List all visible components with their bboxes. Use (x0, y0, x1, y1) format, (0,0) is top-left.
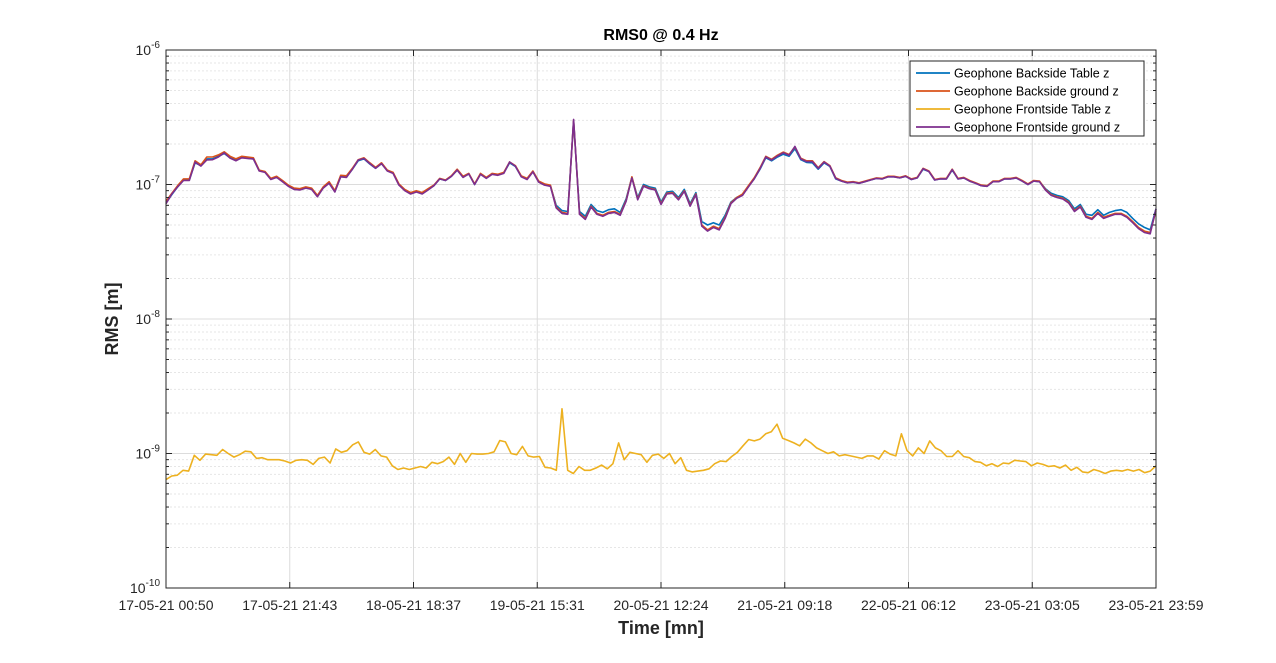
y-axis-title: RMS [m] (102, 283, 122, 356)
legend: Geophone Backside Table z Geophone Backsi… (909, 60, 1145, 137)
legend-label: Geophone Frontside Table z (954, 103, 1111, 117)
x-axis-title: Time [mn] (618, 618, 704, 638)
x-tick-labels: 17-05-21 00:50 17-05-21 21:43 18-05-21 18:… (119, 597, 1204, 613)
y-tick-label: 10-9 (136, 444, 161, 462)
x-tick-label: 22-05-21 06:12 (861, 597, 956, 613)
x-tick-label: 23-05-21 23:59 (1109, 597, 1204, 613)
series-layer (165, 118, 1157, 481)
y-tick-label: 10-8 (136, 309, 161, 327)
legend-label: Geophone Backside ground z (954, 85, 1119, 99)
y-tick-label: 10-7 (136, 175, 161, 193)
series-line (165, 118, 1157, 235)
x-tick-label: 21-05-21 09:18 (737, 597, 832, 613)
series-line (165, 407, 1157, 481)
x-tick-label: 17-05-21 00:50 (119, 597, 214, 613)
legend-label: Geophone Frontside ground z (954, 121, 1120, 135)
y-tick-label: 10-6 (136, 40, 161, 58)
x-tick-label: 17-05-21 21:43 (242, 597, 337, 613)
chart-title: RMS0 @ 0.4 Hz (603, 27, 718, 44)
y-tick-label: 10-10 (130, 578, 160, 596)
axis-ticks (165, 49, 1157, 589)
x-tick-label: 23-05-21 03:05 (985, 597, 1080, 613)
y-tick-labels: 10-10 10-9 10-8 10-7 10-6 (130, 40, 160, 596)
legend-label: Geophone Backside Table z (954, 67, 1109, 81)
x-tick-label: 20-05-21 12:24 (614, 597, 709, 613)
x-tick-label: 18-05-21 18:37 (366, 597, 461, 613)
x-tick-label: 19-05-21 15:31 (490, 597, 585, 613)
